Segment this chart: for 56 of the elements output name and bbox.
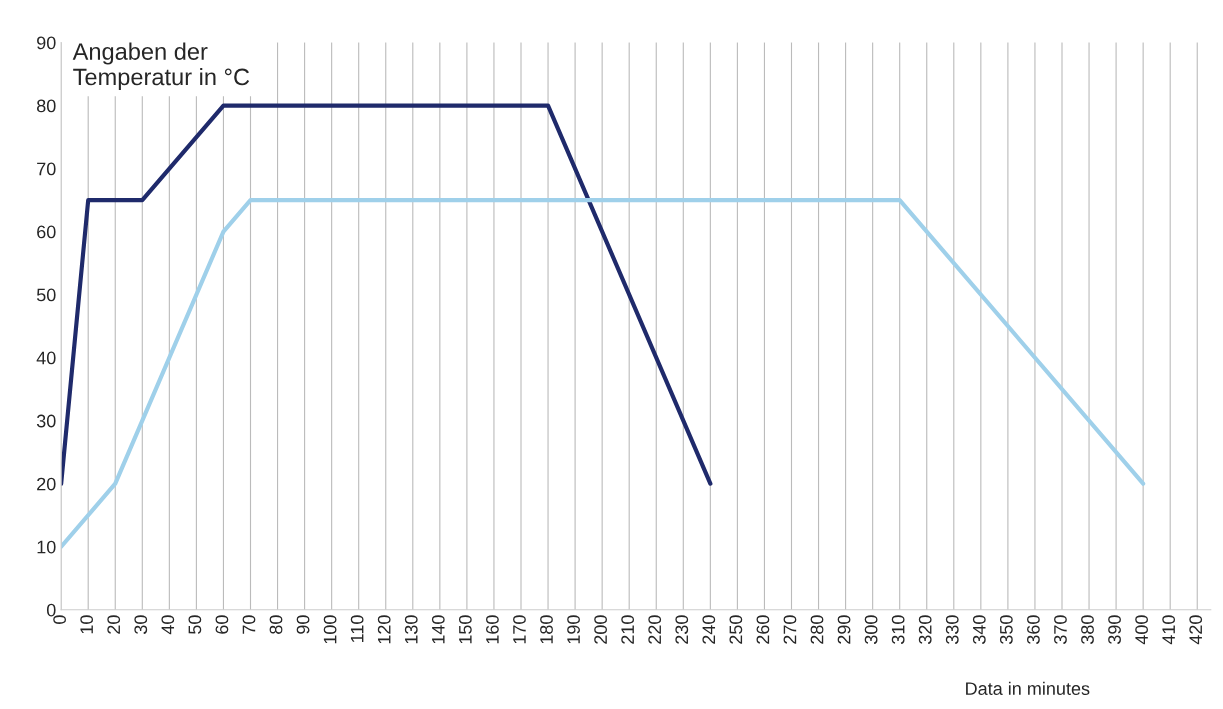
x-tick-label: 100	[323, 615, 337, 644]
x-tick-label: 0	[53, 615, 66, 624]
x-tick-label: 200	[594, 615, 607, 644]
x-tick-label: 230	[675, 615, 689, 644]
x-tick-label: 270	[783, 615, 797, 644]
x-tick-label: 320	[918, 615, 932, 645]
x-tick-label: 300	[864, 615, 878, 645]
y-tick-label: 50	[36, 288, 56, 302]
x-tick-label: 160	[486, 615, 499, 644]
x-tick-label: 70	[242, 615, 256, 634]
y-tick-label: 10	[37, 540, 56, 554]
x-tick-label: 140	[431, 615, 445, 644]
x-tick-label: 330	[945, 615, 959, 645]
x-tick-label: 50	[188, 615, 202, 634]
x-tick-label: 370	[1054, 615, 1067, 645]
x-tick-label: 150	[458, 615, 472, 644]
x-tick-label: 410	[1162, 615, 1176, 645]
y-tick-label: 90	[37, 36, 56, 50]
x-tick-label: 170	[513, 615, 526, 644]
x-tick-label: 180	[540, 615, 553, 644]
x-tick-label: 80	[269, 615, 283, 634]
line-series	[61, 198, 1146, 549]
x-tick-label: 120	[377, 615, 391, 644]
x-tick-label: 10	[80, 615, 94, 634]
x-axis-title: Data in minutes	[966, 681, 1090, 695]
x-tick-label: 280	[810, 615, 824, 644]
y-tick-label: 30	[36, 414, 56, 428]
x-tick-label: 310	[891, 615, 905, 645]
x-tick-label: 220	[648, 615, 662, 644]
x-tick-label: 30	[134, 615, 148, 634]
y-tick-label: 20	[37, 477, 56, 491]
x-tick-label: 400	[1135, 615, 1148, 645]
x-tick-label: 390	[1108, 615, 1121, 645]
x-tick-label: 110	[350, 615, 364, 643]
x-tick-label: 340	[972, 615, 986, 645]
x-tick-label: 360	[1027, 615, 1040, 645]
x-tick-label: 130	[404, 615, 418, 644]
x-tick-label: 210	[621, 615, 635, 644]
y-tick-label: 0	[46, 603, 56, 617]
x-tick-label: 40	[161, 615, 175, 635]
y-tick-label: 80	[36, 99, 56, 113]
x-tick-label: 60	[215, 615, 229, 634]
x-tick-label: 380	[1081, 615, 1094, 645]
x-tick-label: 190	[567, 615, 580, 644]
x-tick-label: 350	[999, 615, 1013, 645]
x-tick-label: 90	[296, 615, 310, 634]
y-tick-label: 70	[37, 162, 56, 176]
x-tick-label: 20	[107, 615, 121, 634]
x-tick-label: 290	[837, 615, 851, 644]
y-tick-label: 40	[36, 351, 56, 365]
y-tick-label: 60	[37, 225, 56, 239]
x-tick-label: 250	[729, 615, 743, 644]
x-tick-label: 260	[756, 615, 770, 644]
x-tick-label: 240	[702, 615, 716, 644]
y-axis-title: Angaben der Temperatur in °C	[72, 42, 250, 90]
x-tick-label: 420	[1189, 615, 1203, 645]
